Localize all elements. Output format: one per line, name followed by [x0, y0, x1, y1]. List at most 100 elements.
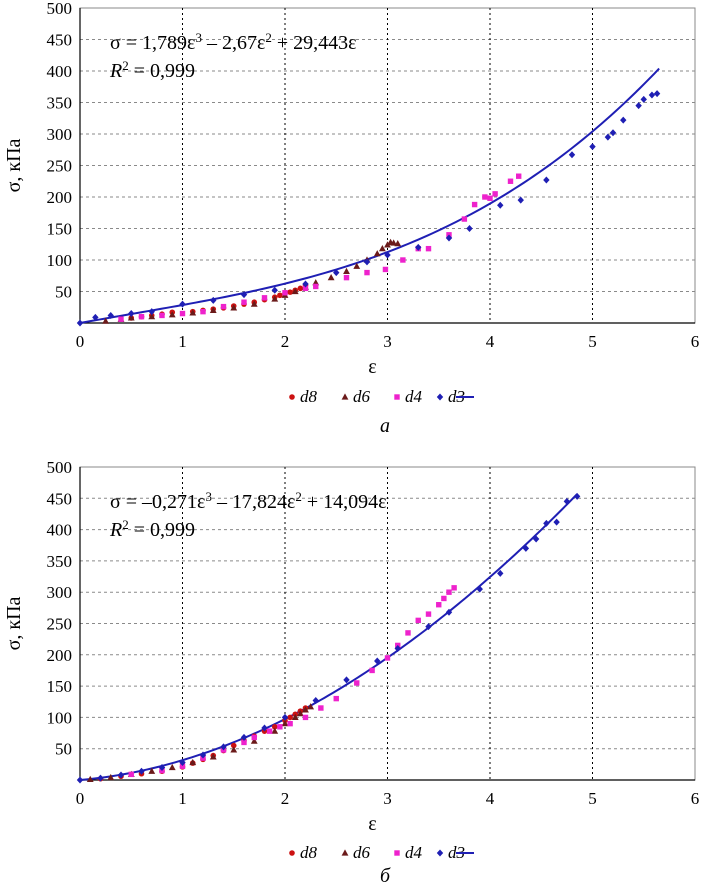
panel-a-point-d3 [302, 280, 309, 288]
panel-b-point-d4 [384, 655, 391, 661]
panel-a-legend-label-d8: d8 [300, 387, 318, 406]
panel-b-point-d4 [369, 667, 375, 674]
panel-a-point-d4 [261, 295, 268, 301]
panel-b-ytick-label: 450 [47, 489, 73, 508]
panel-b-point-d4 [425, 611, 432, 617]
panel-b-point-d4 [266, 728, 273, 734]
panel-a-point-d3 [76, 319, 84, 327]
panel-b-point-d4 [436, 602, 442, 608]
panel-a-point-d3 [210, 296, 217, 304]
panel-a-point-d4 [507, 178, 514, 184]
panel-a-point-d6 [127, 314, 135, 321]
panel-a-point-d3 [543, 176, 550, 184]
panel-b-point-d8 [287, 714, 293, 721]
panel-a-point-d3 [179, 300, 186, 308]
panel-b-point-d4 [441, 595, 447, 602]
panel-b-point-d3 [445, 608, 453, 616]
panel-b-legend-label-d8: d8 [300, 843, 318, 862]
panel-a-point-d4 [400, 257, 406, 263]
panel-b-legend-marker-d4 [394, 850, 400, 856]
panel-b-point-d3 [158, 763, 166, 771]
panel-b-xtick-label: 6 [691, 789, 700, 808]
panel-b-point-d6 [209, 753, 217, 760]
panel-a-point-d3 [107, 311, 114, 319]
panel-a-legend-marker-d3 [436, 393, 444, 401]
panel-a-equation: σ = 1,789ε3 – 2,67ε2 + 29,443ε [110, 30, 357, 55]
panel-b-point-d4 [302, 714, 309, 721]
panel-a-point-d4 [313, 283, 319, 290]
panel-a-point-d3 [415, 243, 422, 251]
panel-b-legend: d8 d6 d4 d3 [289, 843, 474, 862]
panel-a-point-d8 [277, 292, 283, 299]
panel-a-xtick-label: 6 [691, 332, 700, 351]
panel-b-point-d3 [497, 569, 504, 577]
panel-b-point-d6 [271, 727, 279, 734]
panel-a-point-d4 [487, 195, 493, 201]
panel-b-point-d3 [281, 713, 289, 721]
panel-a-point-d4 [138, 314, 145, 320]
panel-b-point-d3 [179, 758, 186, 766]
panel-a-point-d4 [492, 191, 498, 197]
panel-a-ytick-label: 150 [47, 220, 73, 239]
panel-b-point-d6 [86, 775, 94, 782]
panel-a-point-d3 [635, 102, 642, 110]
panel-b-legend-label-d4: d4 [405, 843, 423, 862]
panel-a-point-d4 [461, 216, 468, 222]
panel-a-point-d4 [302, 285, 309, 292]
panel-b-point-d3 [553, 518, 560, 526]
panel-a-xtick-label: 2 [281, 332, 290, 351]
panel-a-chart: 50 100 150 200 250 300 350 400 450 500 0 1 2 3 4 5 6 ε σ, … [3, 0, 699, 437]
panel-b-point-d3 [312, 696, 319, 704]
panel-b-point-d4 [251, 734, 257, 741]
panel-a-xtick-label: 4 [486, 332, 495, 351]
panel-a-point-d4 [282, 290, 288, 296]
panel-b-point-d6 [291, 713, 299, 720]
panel-b-point-d4 [333, 695, 339, 702]
panel-a-point-d6 [102, 317, 110, 324]
panel-a-series-d3 [76, 90, 661, 327]
panel-a-point-d4 [471, 201, 478, 208]
panel-a-point-d6 [312, 279, 320, 286]
panel-b-point-d6 [168, 763, 176, 771]
panel-a-point-d4 [382, 266, 389, 273]
panel-a-point-d3 [333, 269, 340, 277]
panel-a-series-d4 [118, 173, 522, 322]
panel-a-point-d3 [92, 313, 99, 321]
panel-a-ytick-label: 200 [47, 188, 73, 207]
panel-a-point-d6 [390, 239, 398, 246]
panel-a-point-d3 [568, 151, 576, 159]
panel-b-chart: 50 100 150 200 250 300 350 400 450 500 0 1 2 3 4 5 6 ε σ, … [3, 458, 699, 885]
panel-b-ylabel: σ, кПа [3, 596, 25, 650]
panel-b-point-d4 [451, 585, 457, 591]
panel-b-point-d4 [241, 739, 247, 746]
panel-b-point-d3 [240, 733, 248, 741]
panel-a-point-d6 [291, 287, 299, 295]
panel-a-legend: d8 d6 d4 d3 [289, 387, 474, 406]
panel-a-point-d3 [640, 95, 647, 103]
panel-a-point-d3 [384, 251, 391, 259]
panel-b-caption: б [380, 865, 391, 885]
panel-b-xtick-label: 0 [76, 789, 85, 808]
panel-a-ytick-label: 300 [47, 125, 73, 144]
panel-b-ytick-label: 400 [47, 521, 73, 540]
panel-a-legend-marker-d8 [289, 394, 295, 400]
panel-b-ytick-label: 350 [47, 552, 73, 571]
panel-a-point-d6 [189, 309, 197, 316]
panel-b-point-d6 [189, 758, 197, 766]
panel-a-point-d3 [148, 308, 155, 316]
panel-b-point-d3 [573, 492, 581, 500]
panel-b-xtick-label: 4 [486, 789, 495, 808]
panel-a-point-d3 [604, 133, 612, 141]
panel-b-xtick-label: 3 [383, 789, 392, 808]
panel-b-point-d8 [271, 723, 278, 730]
panel-b-xlabel: ε [368, 813, 376, 835]
panel-a-point-d3 [445, 234, 453, 242]
panel-b-point-d3 [343, 676, 350, 684]
panel-b-xtick-label: 1 [178, 789, 187, 808]
panel-b-point-d6 [250, 737, 258, 744]
panel-b-point-d3 [261, 724, 268, 732]
panel-b-point-d3 [543, 519, 550, 527]
panel-a-point-d3 [653, 90, 661, 98]
panel-a-xtick-label: 3 [383, 332, 392, 351]
panel-a-ytick-label: 350 [47, 94, 73, 113]
